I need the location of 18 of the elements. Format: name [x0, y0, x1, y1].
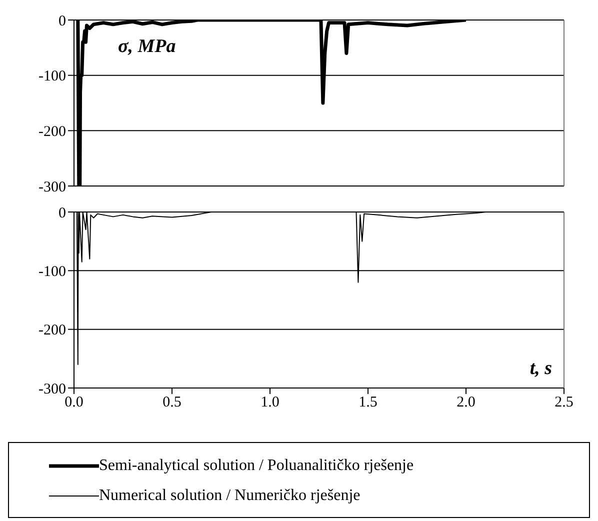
x-axis-title: t, s: [530, 358, 552, 380]
y-tick-label: 0: [58, 205, 66, 222]
y-tick-label: -200: [38, 124, 66, 140]
y-tick-label: -100: [38, 264, 66, 280]
text: Numerical solution / Numeričko rješenje: [99, 487, 360, 505]
x-tick-label: 2.5: [554, 394, 574, 411]
x-tick-label: 1.5: [358, 394, 378, 411]
x-tick-label: 0.5: [162, 394, 182, 411]
x-tick-label: 0.0: [64, 394, 84, 411]
y-axis-title: σ, MPa: [118, 36, 176, 58]
y-tick-label: -200: [38, 322, 66, 339]
y-tick-label: -300: [38, 381, 66, 398]
y-tick-label: -100: [38, 68, 66, 85]
y-tick-label: -300: [38, 179, 66, 196]
y-tick-label: 0: [58, 13, 66, 30]
x-tick-label: 2.0: [456, 394, 476, 411]
legend-label: Semi-analytical solution / Poluanalitičko rješenje: [99, 457, 414, 475]
x-tick-label: 1.0: [260, 394, 280, 411]
